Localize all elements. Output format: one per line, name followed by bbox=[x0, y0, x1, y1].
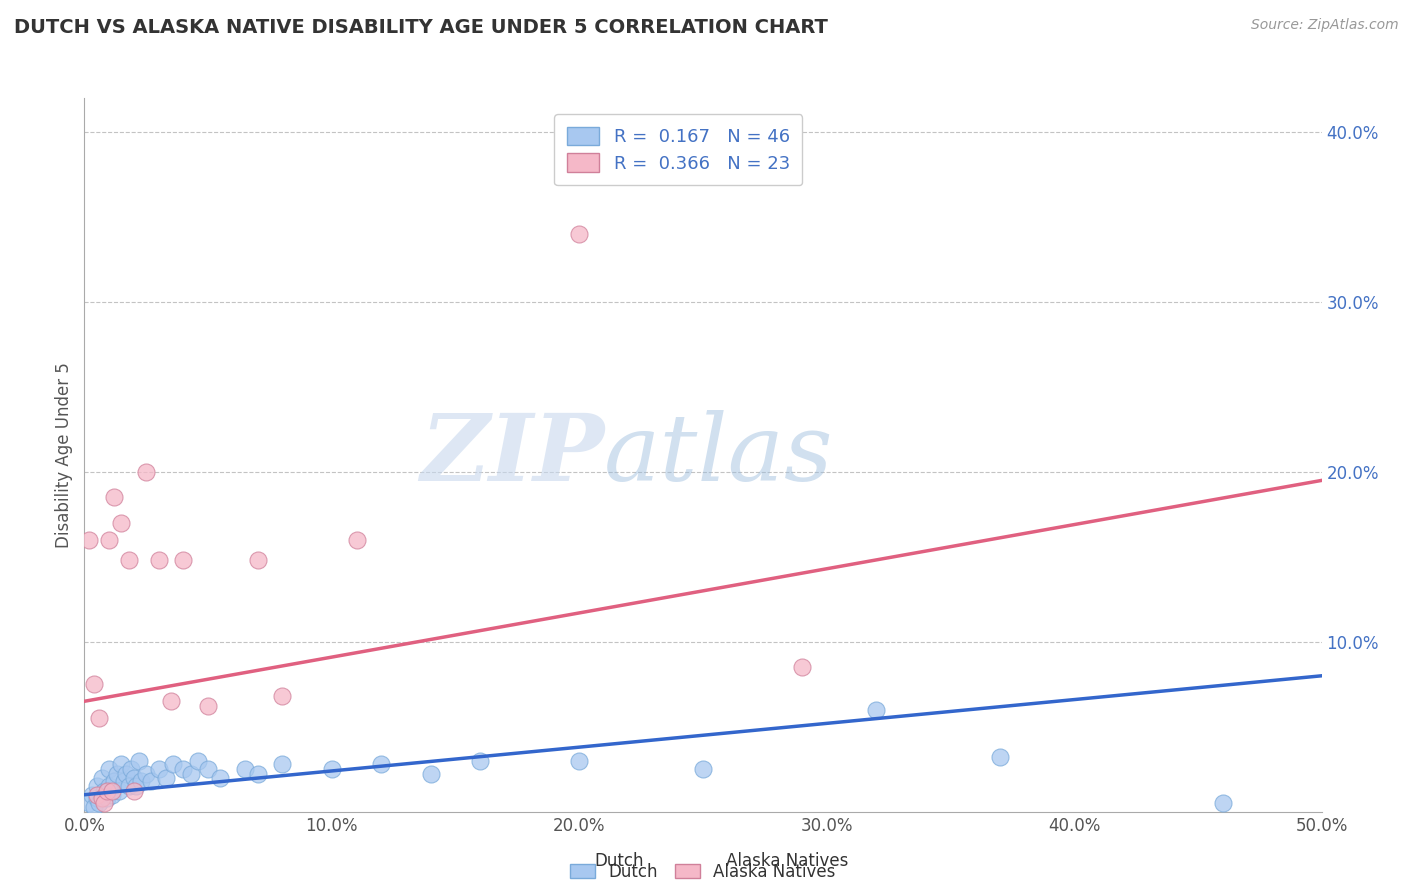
Point bbox=[120, 762, 142, 776]
Point bbox=[568, 227, 591, 241]
Point bbox=[79, 796, 101, 810]
Point bbox=[105, 767, 128, 781]
Point bbox=[271, 689, 294, 703]
Point bbox=[125, 779, 148, 793]
Point bbox=[80, 788, 103, 802]
Point bbox=[187, 754, 209, 768]
Point bbox=[246, 767, 269, 781]
Point bbox=[271, 757, 294, 772]
Point bbox=[122, 784, 145, 798]
Point bbox=[89, 711, 111, 725]
Point bbox=[197, 762, 219, 776]
Y-axis label: Disability Age Under 5: Disability Age Under 5 bbox=[55, 362, 73, 548]
Point bbox=[112, 774, 135, 789]
Text: DUTCH VS ALASKA NATIVE DISABILITY AGE UNDER 5 CORRELATION CHART: DUTCH VS ALASKA NATIVE DISABILITY AGE UN… bbox=[14, 18, 828, 37]
Point bbox=[246, 553, 269, 567]
Point bbox=[122, 771, 145, 785]
Point bbox=[155, 771, 177, 785]
Point bbox=[865, 703, 887, 717]
Point bbox=[419, 767, 441, 781]
Point bbox=[89, 796, 111, 810]
Point bbox=[128, 754, 150, 768]
Point bbox=[233, 762, 256, 776]
Point bbox=[86, 788, 108, 802]
Point bbox=[83, 677, 105, 691]
Point bbox=[129, 774, 152, 789]
Point bbox=[148, 553, 170, 567]
Point bbox=[86, 779, 108, 793]
Point bbox=[90, 791, 112, 805]
Point bbox=[98, 533, 121, 547]
Point bbox=[98, 762, 121, 776]
Point bbox=[172, 762, 194, 776]
Point bbox=[470, 754, 492, 768]
Point bbox=[110, 757, 132, 772]
Point bbox=[110, 516, 132, 530]
Point bbox=[96, 784, 118, 798]
Point bbox=[197, 699, 219, 714]
Point bbox=[1212, 796, 1234, 810]
Point bbox=[209, 771, 232, 785]
Point bbox=[86, 791, 108, 805]
Point bbox=[83, 799, 105, 814]
Point bbox=[321, 762, 343, 776]
Point bbox=[370, 757, 392, 772]
Point bbox=[90, 771, 112, 785]
Text: Dutch: Dutch bbox=[593, 852, 644, 870]
Point bbox=[100, 784, 122, 798]
Point bbox=[172, 553, 194, 567]
Point bbox=[162, 757, 184, 772]
Point bbox=[135, 767, 157, 781]
Text: Alaska Natives: Alaska Natives bbox=[725, 852, 849, 870]
Point bbox=[141, 774, 163, 789]
Text: ZIP: ZIP bbox=[420, 410, 605, 500]
Point bbox=[346, 533, 368, 547]
Point bbox=[96, 791, 118, 805]
Text: atlas: atlas bbox=[605, 410, 834, 500]
Point bbox=[160, 694, 183, 708]
Point bbox=[118, 779, 141, 793]
Point bbox=[148, 762, 170, 776]
Point bbox=[93, 784, 115, 798]
Text: Source: ZipAtlas.com: Source: ZipAtlas.com bbox=[1251, 18, 1399, 32]
Point bbox=[118, 553, 141, 567]
Point bbox=[103, 491, 125, 505]
Point bbox=[100, 788, 122, 802]
Point bbox=[135, 465, 157, 479]
Point bbox=[180, 767, 202, 781]
Legend: R =  0.167   N = 46, R =  0.366   N = 23: R = 0.167 N = 46, R = 0.366 N = 23 bbox=[554, 114, 803, 186]
Point bbox=[988, 750, 1011, 764]
Point bbox=[790, 660, 813, 674]
Point bbox=[568, 754, 591, 768]
Point bbox=[79, 533, 101, 547]
Point bbox=[692, 762, 714, 776]
Point bbox=[103, 774, 125, 789]
Point bbox=[98, 779, 121, 793]
Point bbox=[93, 796, 115, 810]
Point bbox=[108, 784, 131, 798]
Point bbox=[115, 767, 138, 781]
